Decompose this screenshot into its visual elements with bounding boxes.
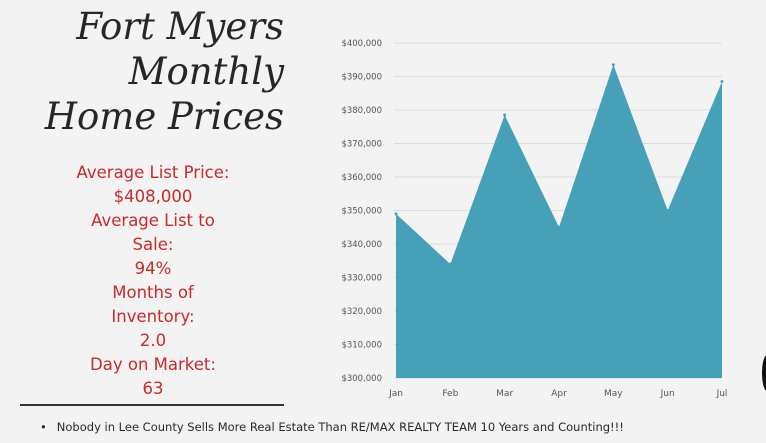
- stat-label-months-inventory: Months of: [112, 283, 194, 302]
- title-line: Monthly: [128, 50, 284, 93]
- x-tick-label: Feb: [442, 389, 458, 399]
- y-tick-label: $340,000: [341, 240, 382, 250]
- data-point-may: [611, 63, 615, 67]
- stat-value-days-on-market: 63: [142, 379, 164, 398]
- y-tick-label: $300,000: [341, 374, 382, 384]
- stat-label-months-inventory-cont: Inventory:: [111, 307, 195, 326]
- footer-text: Nobody in Lee County Sells More Real Est…: [56, 420, 624, 434]
- stat-label-avg-list-price: Average List Price:: [76, 163, 230, 182]
- stat-value-list-to-sale: 94%: [134, 259, 172, 278]
- series-area: [396, 64, 722, 379]
- data-point-jun: [666, 209, 670, 212]
- data-point-apr: [557, 225, 561, 229]
- bullet-icon: •: [40, 420, 47, 434]
- title-line: Home Prices: [44, 95, 284, 138]
- stat-label-list-to-sale-cont: Sale:: [132, 235, 174, 254]
- y-tick-label: $390,000: [341, 73, 382, 83]
- x-tick-label: May: [604, 389, 623, 399]
- x-tick-label: Jan: [388, 389, 403, 399]
- y-tick-label: $350,000: [341, 207, 382, 217]
- y-tick-label: $310,000: [341, 341, 382, 351]
- edge-shape: [762, 355, 766, 391]
- y-tick-label: $330,000: [341, 274, 382, 284]
- stat-value-months-inventory: 2.0: [139, 331, 167, 350]
- page-title: Fort Myers Monthly Home Prices: [20, 4, 284, 139]
- y-tick-label: $360,000: [341, 173, 382, 183]
- y-tick-label: $320,000: [341, 307, 382, 317]
- stat-label-list-to-sale: Average List to: [91, 211, 215, 230]
- divider-line: [20, 404, 284, 406]
- y-tick-label: $370,000: [341, 140, 382, 150]
- y-tick-label: $380,000: [341, 106, 382, 116]
- title-line: Fort Myers: [76, 5, 284, 48]
- x-tick-label: Jun: [660, 389, 675, 399]
- market-stats: Average List Price: $408,000 Average Lis…: [40, 161, 266, 401]
- x-tick-label: Jul: [716, 389, 728, 399]
- x-tick-label: Mar: [496, 389, 513, 399]
- x-tick-label: Apr: [551, 389, 567, 399]
- stat-label-days-on-market: Day on Market:: [90, 355, 216, 374]
- y-tick-label: $400,000: [341, 39, 382, 49]
- data-point-jul: [720, 80, 724, 84]
- stat-value-avg-list-price: $408,000: [113, 187, 193, 206]
- data-point-mar: [503, 113, 507, 117]
- footer-note: • Nobody in Lee County Sells More Real Es…: [40, 420, 760, 434]
- data-point-feb: [448, 262, 452, 266]
- data-point-jan: [394, 212, 398, 216]
